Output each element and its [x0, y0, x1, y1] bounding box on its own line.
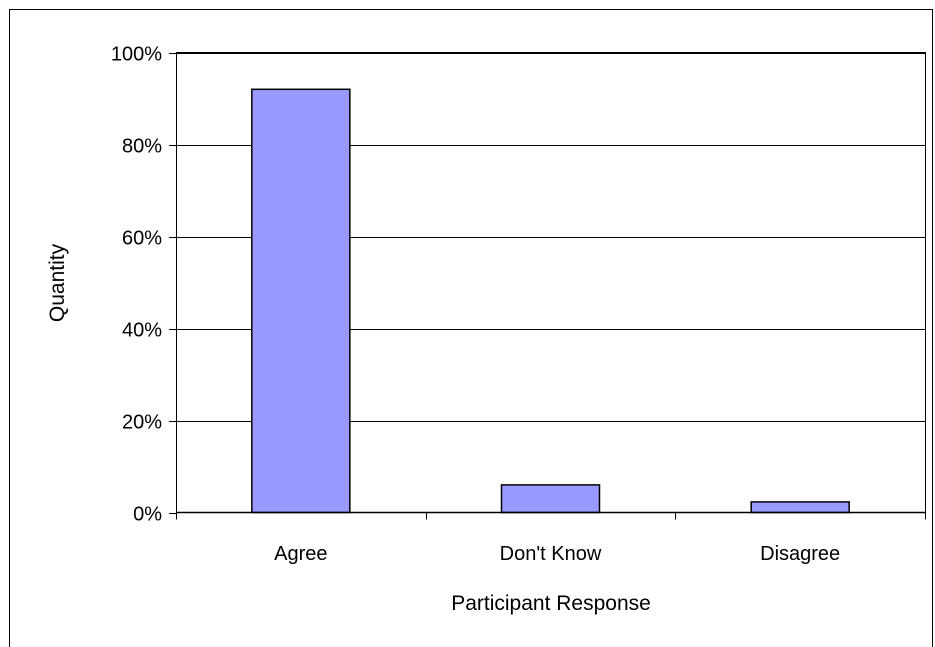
y-tick-label: 60%: [122, 228, 162, 250]
y-tick-labels: 0% 20% 40% 60% 80% 100%: [111, 44, 162, 526]
axes: [169, 52, 926, 520]
y-tick-label: 40%: [122, 320, 162, 342]
x-axis-title: Participant Response: [451, 592, 651, 615]
plot-frame: [176, 52, 926, 513]
bar-disagree: [750, 501, 850, 514]
bar-don-t-know: [500, 484, 601, 514]
bar-agree: [251, 88, 351, 514]
x-tick-label: Agree: [274, 543, 327, 565]
x-tick-label: Disagree: [760, 543, 840, 565]
bars: [251, 88, 850, 514]
y-tick-label: 0%: [133, 504, 162, 526]
y-tick-label: 100%: [111, 44, 162, 66]
y-axis-title: Quantity: [46, 243, 69, 322]
x-tick-label: Don't Know: [500, 543, 602, 565]
y-tick-label: 80%: [122, 136, 162, 158]
y-tick-label: 20%: [122, 412, 162, 434]
x-tick-labels: Agree Don't Know Disagree: [274, 543, 840, 565]
chart-border: [9, 9, 933, 647]
